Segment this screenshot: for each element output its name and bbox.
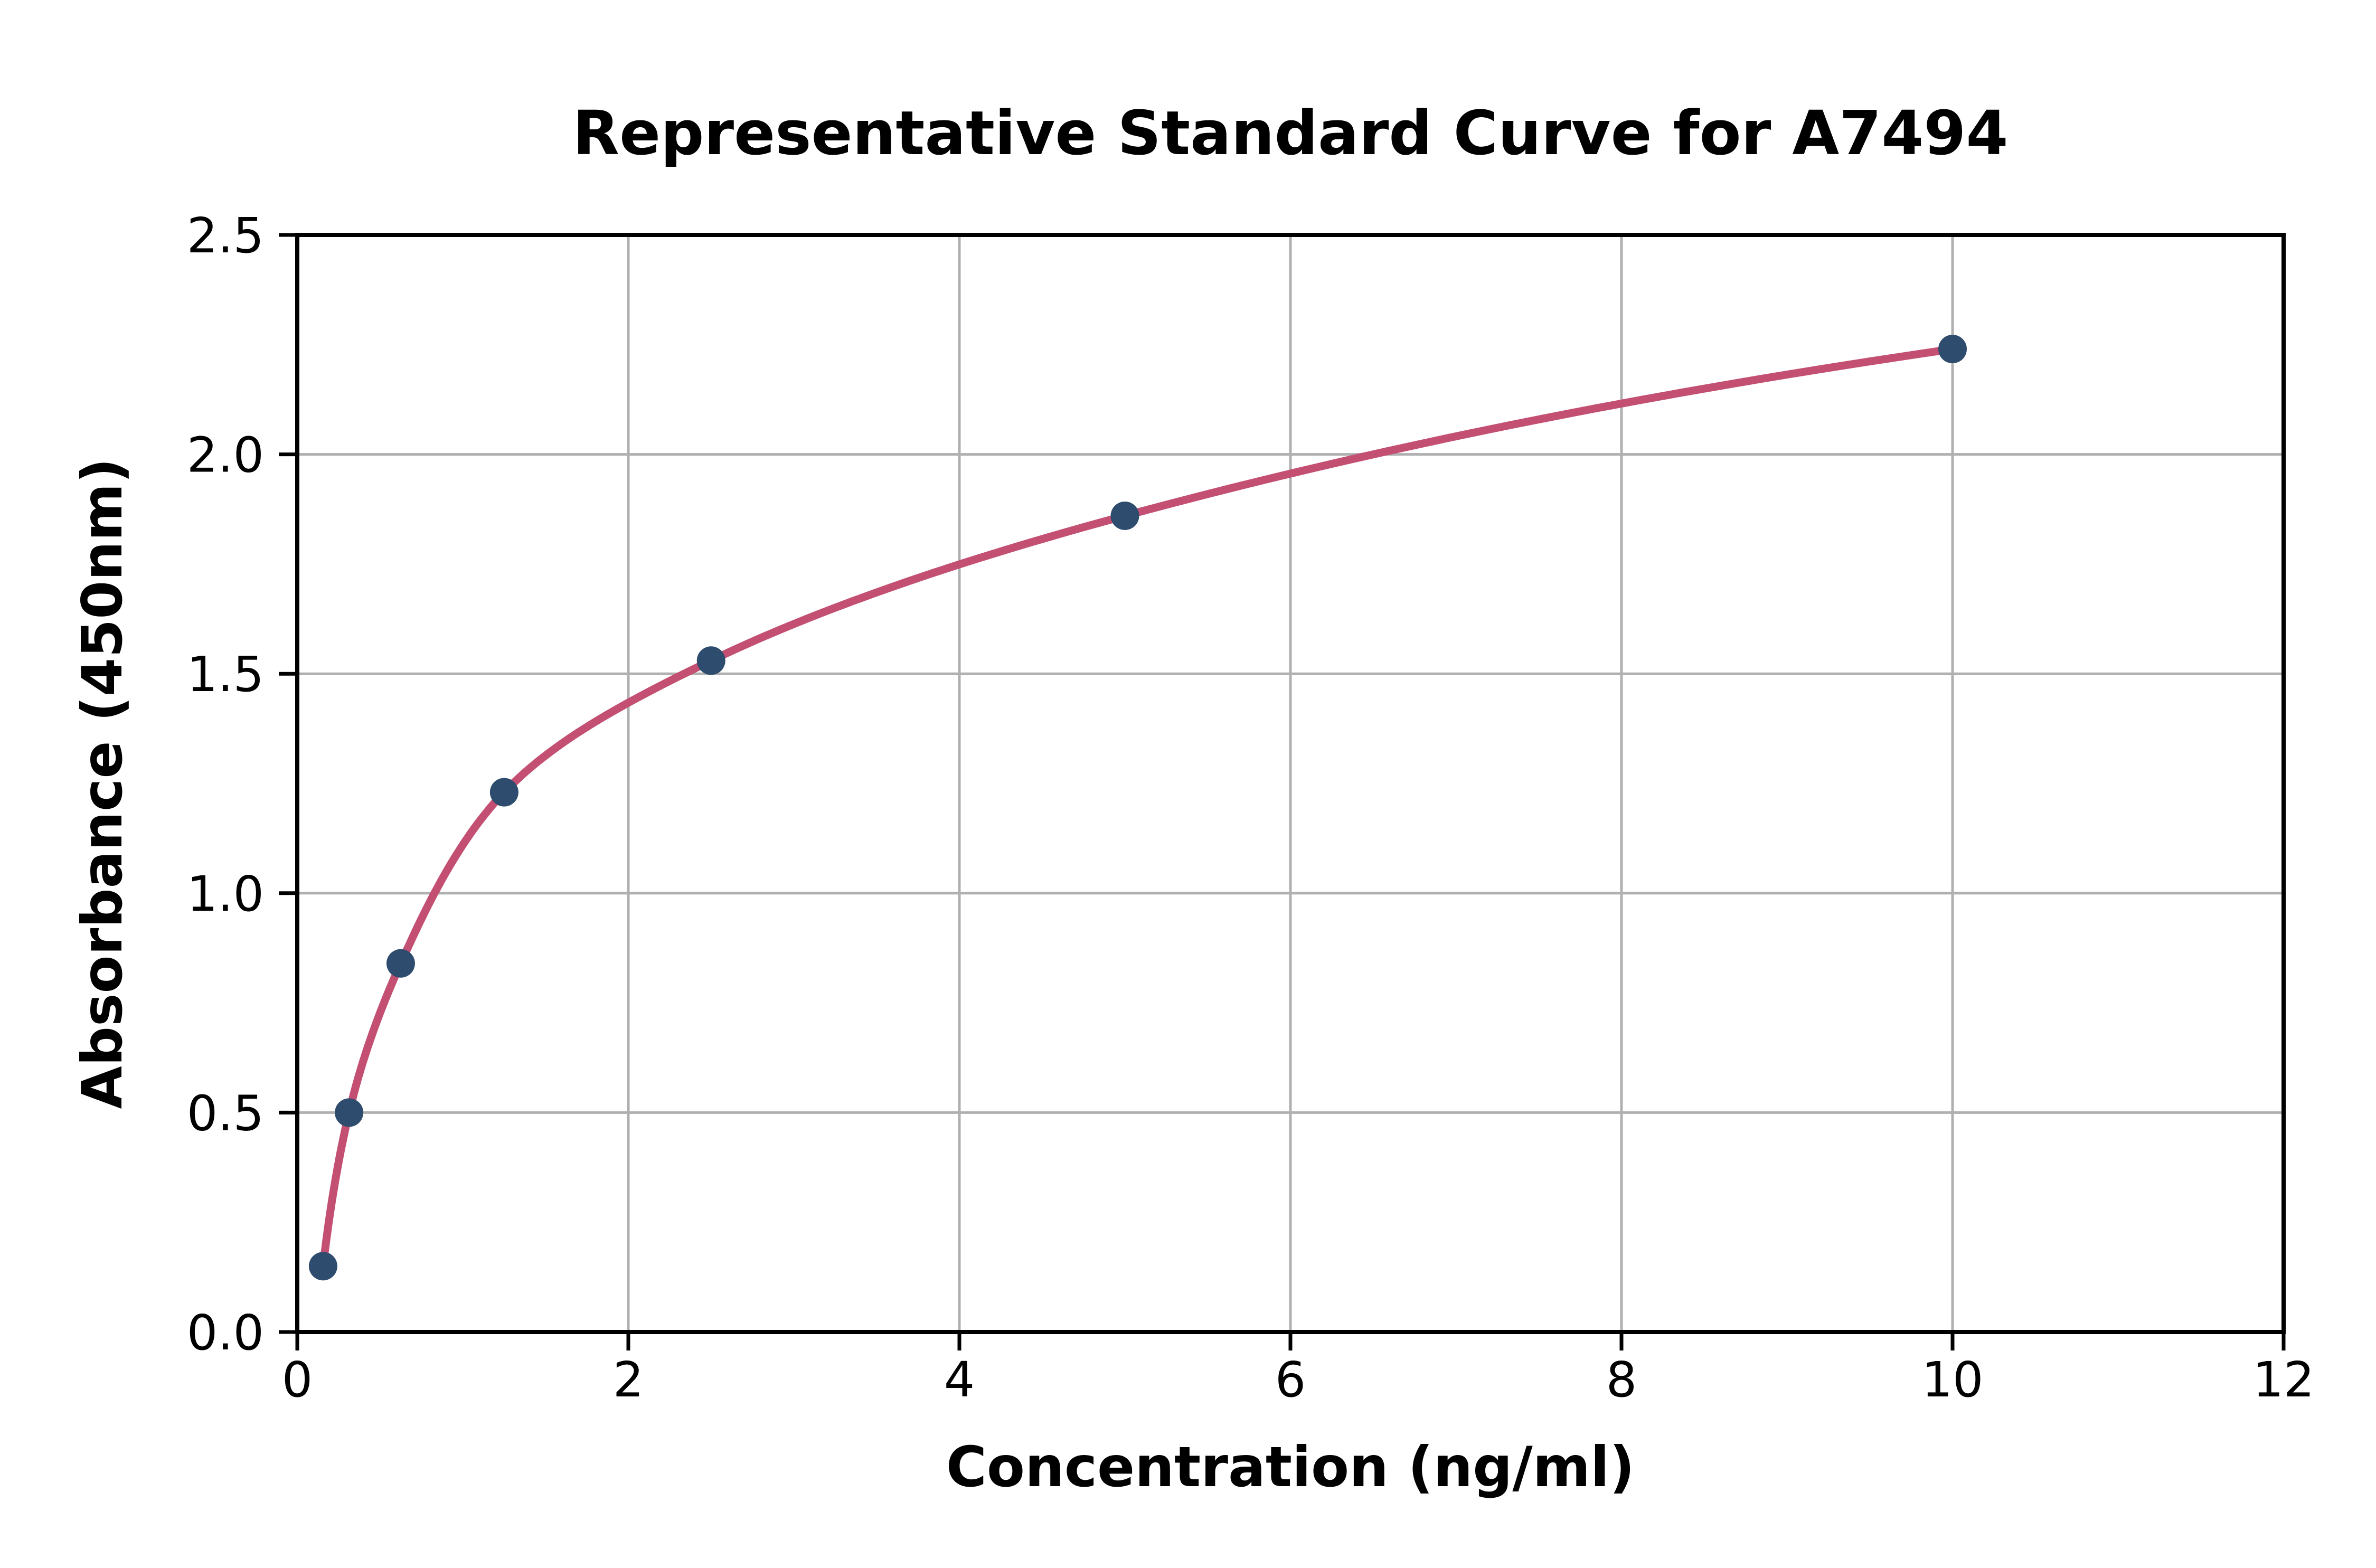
data-point-marker [335, 1098, 364, 1127]
y-axis-label: Absorbance (450nm) [70, 458, 135, 1109]
data-points [308, 335, 1967, 1281]
data-point-marker [489, 778, 518, 807]
x-tick-label: 6 [1275, 1352, 1306, 1408]
y-tick-label: 2.0 [187, 427, 264, 484]
x-tick-label: 10 [1921, 1352, 1983, 1408]
y-tick-label: 0.5 [187, 1085, 264, 1141]
y-tick-label: 0.0 [187, 1305, 264, 1361]
data-point-marker [386, 949, 415, 978]
x-tick-label: 12 [2252, 1352, 2314, 1408]
data-point-marker [308, 1252, 337, 1281]
x-axis-label: Concentration (ng/ml) [946, 1435, 1635, 1499]
y-tick-label: 1.5 [187, 646, 264, 703]
x-tick-label: 0 [282, 1352, 313, 1408]
grid-lines [297, 235, 2284, 1332]
tick-labels: 0 2 4 6 8 10 12 0.0 0.5 1.0 1.5 2.0 2.5 [187, 207, 2315, 1408]
data-point-marker [1110, 501, 1139, 530]
y-tick-label: 1.0 [187, 866, 264, 922]
axis-ticks [279, 233, 2286, 1350]
chart-title: Representative Standard Curve for A7494 [573, 98, 2009, 169]
x-tick-label: 8 [1606, 1352, 1637, 1408]
data-point-marker [696, 646, 725, 675]
x-tick-label: 2 [613, 1352, 644, 1408]
data-point-marker [1938, 335, 1967, 364]
x-tick-label: 4 [944, 1352, 975, 1408]
y-tick-label: 2.5 [187, 207, 264, 264]
